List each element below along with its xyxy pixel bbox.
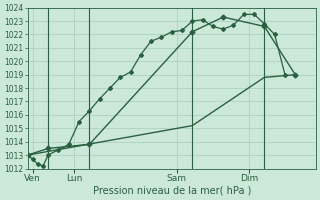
X-axis label: Pression niveau de la mer( hPa ): Pression niveau de la mer( hPa ) (92, 186, 251, 196)
